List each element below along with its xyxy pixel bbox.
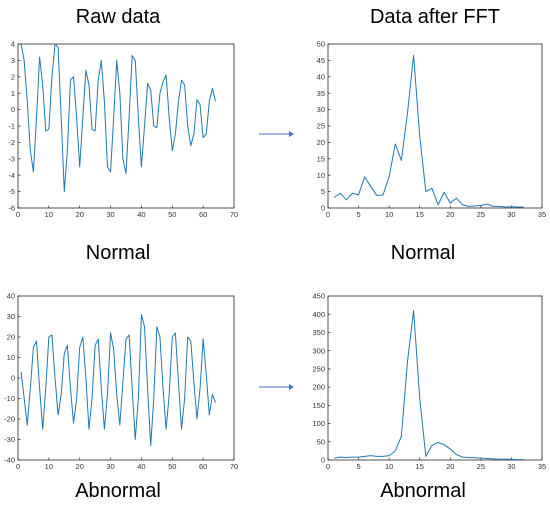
- y-tick-label: 45: [317, 56, 325, 65]
- y-tick-label: 50: [317, 40, 325, 49]
- axes-box: [327, 295, 543, 461]
- normal-arrow-icon: [258, 126, 294, 144]
- x-tick-label: 40: [137, 462, 145, 471]
- x-tick-label: 0: [16, 462, 20, 471]
- y-tick-label: 3: [11, 56, 15, 65]
- x-tick-label: 20: [76, 462, 84, 471]
- x-tick-label: 15: [416, 462, 424, 471]
- y-tick-label: 20: [7, 333, 15, 342]
- x-tick-label: 70: [230, 462, 238, 471]
- y-tick-label: -5: [8, 187, 15, 196]
- y-tick-label: 40: [317, 72, 325, 81]
- y-tick-label: 30: [317, 105, 325, 114]
- y-tick-label: 2: [11, 72, 15, 81]
- x-tick-label: 50: [168, 210, 176, 219]
- y-tick-label: 4: [11, 40, 15, 49]
- normal-left-label: Normal: [85, 242, 151, 264]
- x-tick-label: 35: [538, 210, 546, 219]
- normal-right-label: Normal: [390, 242, 456, 264]
- x-tick-label: 30: [106, 210, 114, 219]
- x-tick-label: 60: [199, 462, 207, 471]
- x-tick-label: 20: [76, 210, 84, 219]
- normal-raw-chart: 0 10 20 30 40 50 60 70 -6 -5 -4 -3 -2 -1 0 1 2 3 4: [8, 40, 238, 219]
- x-tick-label: 10: [45, 210, 53, 219]
- x-tick-label: 50: [168, 462, 176, 471]
- y-tick-label: -1: [8, 122, 15, 131]
- series-line: [20, 43, 216, 193]
- y-tick-label: 350: [312, 328, 325, 337]
- y-tick-label: -20: [4, 415, 15, 424]
- y-tick-label: -2: [8, 138, 15, 147]
- x-tick-label: 25: [477, 462, 485, 471]
- x-tick-label: 40: [137, 210, 145, 219]
- y-tick-label: -3: [8, 154, 15, 163]
- x-tick-label: 30: [106, 462, 114, 471]
- x-tick-label: 30: [507, 462, 515, 471]
- y-tick-label: 250: [312, 364, 325, 373]
- y-tick-label: 20: [317, 138, 325, 147]
- series-line: [20, 313, 216, 447]
- y-tick-label: -40: [4, 456, 15, 465]
- y-tick-label: 0: [11, 105, 15, 114]
- x-tick-label: 15: [416, 210, 424, 219]
- y-tick-label: 450: [312, 292, 325, 301]
- y-tick-label: 1: [11, 89, 15, 98]
- x-tick-label: 10: [385, 462, 393, 471]
- raw-data-title: Raw data: [75, 6, 161, 28]
- fft-data-title: Data after FFT: [369, 6, 501, 28]
- x-tick-label: 30: [507, 210, 515, 219]
- y-tick-label: -10: [4, 394, 15, 403]
- y-tick-label: -4: [8, 171, 15, 180]
- y-tick-label: 200: [312, 383, 325, 392]
- x-tick-label: 0: [326, 210, 330, 219]
- y-tick-label: 30: [7, 312, 15, 321]
- x-tick-label: 10: [45, 462, 53, 471]
- y-tick-label: 10: [7, 353, 15, 362]
- y-tick-label: 0: [11, 374, 15, 383]
- x-tick-label: 0: [326, 462, 330, 471]
- abnormal-fft-chart: 0 5 10 15 20 25 30 3505010015020025030035040045…: [312, 292, 546, 471]
- y-tick-label: -6: [8, 204, 15, 213]
- x-tick-label: 70: [230, 210, 238, 219]
- abnormal-right-label: Abnormal: [380, 480, 466, 502]
- axes-box: [327, 43, 543, 209]
- series-line: [333, 54, 524, 208]
- x-tick-label: 60: [199, 210, 207, 219]
- y-tick-label: 50: [317, 437, 325, 446]
- normal-fft-chart: 0 5 10 15 20 25 30 35 0 5 10 15 20 25 30 35 40 45 50: [317, 40, 546, 219]
- y-tick-label: 400: [312, 310, 325, 319]
- y-tick-label: 5: [321, 187, 325, 196]
- series-line: [334, 310, 524, 461]
- y-tick-label: 150: [312, 401, 325, 410]
- abnormal-raw-chart: 0 10 20 30 40 50 60 70 -40 -30 -20 -10 0 10 20 30 40: [4, 292, 238, 471]
- abnormal-arrow-icon: [258, 379, 294, 397]
- y-tick-label: -30: [4, 435, 15, 444]
- y-tick-label: 0: [321, 456, 325, 465]
- x-tick-label: 25: [477, 210, 485, 219]
- abnormal-left-label: Abnormal: [75, 480, 161, 502]
- y-tick-label: 25: [317, 122, 325, 131]
- x-tick-label: 35: [538, 462, 546, 471]
- x-tick-label: 0: [16, 210, 20, 219]
- y-tick-label: 15: [317, 154, 325, 163]
- x-tick-label: 20: [446, 210, 454, 219]
- y-tick-label: 10: [317, 171, 325, 180]
- x-tick-label: 5: [356, 462, 360, 471]
- y-tick-label: 300: [312, 346, 325, 355]
- x-tick-label: 10: [385, 210, 393, 219]
- axes-box: [17, 295, 235, 461]
- x-tick-label: 5: [356, 210, 360, 219]
- y-tick-label: 0: [321, 204, 325, 213]
- x-tick-label: 20: [446, 462, 454, 471]
- y-tick-label: 40: [7, 292, 15, 301]
- y-tick-label: 100: [312, 419, 325, 428]
- y-tick-label: 35: [317, 89, 325, 98]
